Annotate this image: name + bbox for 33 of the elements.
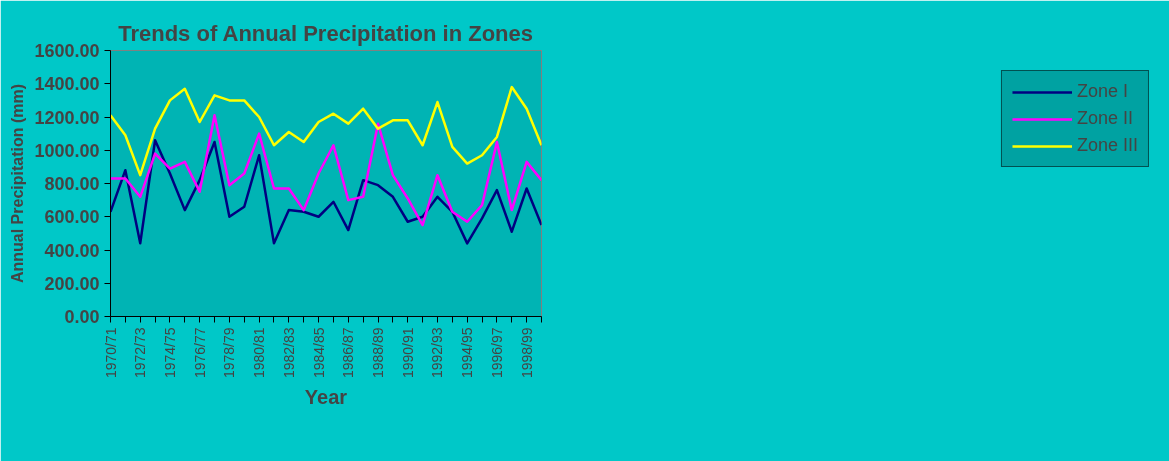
x-tick-label: 1984/85 — [310, 327, 327, 379]
legend-label: Zone II — [1076, 108, 1133, 129]
x-tick-label: 1994/95 — [459, 327, 476, 379]
y-tick-label: 1400.00 — [34, 74, 100, 95]
x-tick-label: 1996/97 — [488, 327, 505, 379]
y-tick-label: 1000.00 — [34, 140, 100, 161]
y-tick-label: 1600.00 — [34, 41, 100, 61]
chart-title: Trends of Annual Precipitation in Zones — [118, 20, 533, 46]
y-tick-label: 600.00 — [44, 207, 100, 228]
legend-label: Zone III — [1076, 135, 1138, 156]
x-tick-label: 1976/77 — [191, 327, 208, 379]
x-tick-label: 1970/71 — [102, 327, 119, 379]
x-axis-title: Year — [304, 386, 348, 409]
y-tick-label: 800.00 — [44, 174, 100, 194]
x-tick-label: 1998/99 — [518, 327, 535, 379]
y-tick-label: 0.00 — [64, 307, 100, 327]
x-tick-label: 1982/83 — [280, 327, 297, 379]
x-tick-label: 1980/81 — [251, 327, 268, 379]
x-tick-label: 1992/93 — [429, 327, 446, 379]
y-tick-label: 400.00 — [44, 240, 100, 261]
x-tick-label: 1988/89 — [370, 327, 387, 379]
x-tick-label: 1990/91 — [399, 327, 416, 379]
legend-label: Zone I — [1076, 81, 1128, 102]
y-tick-label: 200.00 — [44, 273, 100, 294]
x-tick-label: 1986/87 — [340, 327, 357, 379]
x-tick-label: 1972/73 — [132, 327, 149, 379]
line-series — [110, 85, 542, 177]
line-series — [110, 114, 542, 227]
line-series — [110, 139, 542, 245]
y-axis-title: Annual Precipitation (mm) — [9, 83, 27, 284]
x-tick-label: 1978/79 — [221, 327, 238, 379]
x-tick-label: 1974/75 — [161, 327, 178, 379]
y-tick-label: 1200.00 — [34, 107, 100, 128]
